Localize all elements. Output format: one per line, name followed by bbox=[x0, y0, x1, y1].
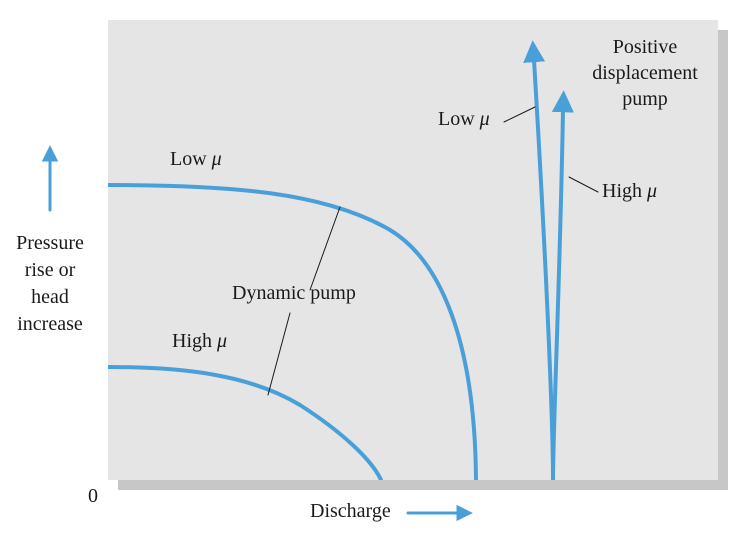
label-pd-high-mu: High μ bbox=[602, 180, 657, 203]
label-dyn-high-mu: High μ bbox=[172, 330, 227, 353]
x-axis-label: Discharge bbox=[310, 500, 391, 523]
pd-title-line3: pump bbox=[575, 86, 715, 112]
origin-label: 0 bbox=[88, 485, 98, 508]
mu-symbol: μ bbox=[217, 330, 227, 352]
label-dyn-low-mu: Low μ bbox=[170, 148, 222, 171]
mu-symbol: μ bbox=[480, 108, 490, 130]
leader-pd-low bbox=[504, 107, 535, 122]
label-dynamic-pump: Dynamic pump bbox=[232, 282, 356, 305]
mu-symbol: μ bbox=[647, 180, 657, 202]
label-pd-title: Positivedisplacementpump bbox=[575, 34, 715, 112]
pd-title-line1: Positive bbox=[575, 34, 715, 60]
y-axis-label: Pressurerise orheadincrease bbox=[0, 230, 100, 338]
curve-pd-high-mu bbox=[553, 110, 563, 480]
leader-dynamic-upper bbox=[310, 207, 340, 290]
label-pd-low-mu: Low μ bbox=[438, 108, 490, 131]
mu-symbol: μ bbox=[212, 148, 222, 170]
curve-dynamic-low-mu bbox=[108, 185, 476, 480]
curve-pd-low-mu bbox=[534, 60, 553, 480]
leader-pd-high bbox=[569, 177, 598, 192]
curve-dynamic-high-mu bbox=[108, 367, 381, 480]
leader-dynamic-lower bbox=[268, 313, 290, 395]
pd-title-line2: displacement bbox=[575, 60, 715, 86]
